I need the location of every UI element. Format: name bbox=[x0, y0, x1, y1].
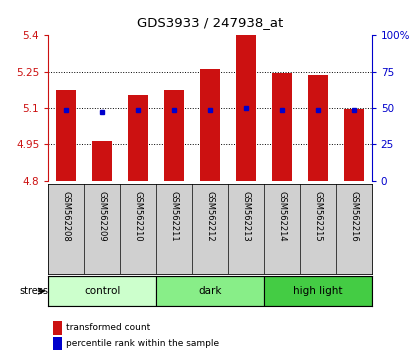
Text: GSM562209: GSM562209 bbox=[98, 191, 107, 242]
Text: GSM562214: GSM562214 bbox=[277, 191, 286, 242]
Bar bbox=[48, 276, 156, 306]
Bar bbox=[92, 141, 112, 181]
Text: GSM562213: GSM562213 bbox=[241, 191, 250, 242]
Text: control: control bbox=[84, 286, 121, 296]
Bar bbox=[200, 69, 220, 181]
Text: GSM562211: GSM562211 bbox=[170, 191, 178, 242]
Bar bbox=[236, 35, 256, 181]
Bar bbox=[344, 109, 364, 181]
Text: percentile rank within the sample: percentile rank within the sample bbox=[66, 339, 219, 348]
Text: high light: high light bbox=[293, 286, 343, 296]
Text: dark: dark bbox=[198, 286, 222, 296]
Bar bbox=[264, 276, 372, 306]
Text: GSM562212: GSM562212 bbox=[205, 191, 215, 242]
Bar bbox=[164, 90, 184, 181]
Text: stress: stress bbox=[19, 286, 48, 296]
Text: GSM562216: GSM562216 bbox=[349, 191, 358, 242]
Bar bbox=[128, 95, 148, 181]
Text: transformed count: transformed count bbox=[66, 323, 150, 332]
Text: GSM562208: GSM562208 bbox=[62, 191, 71, 242]
Bar bbox=[308, 75, 328, 181]
Text: GDS3933 / 247938_at: GDS3933 / 247938_at bbox=[137, 16, 283, 29]
Text: GSM562215: GSM562215 bbox=[313, 191, 322, 242]
Bar bbox=[156, 276, 264, 306]
Text: GSM562210: GSM562210 bbox=[134, 191, 143, 242]
Bar bbox=[272, 73, 292, 181]
Bar bbox=[56, 90, 76, 181]
